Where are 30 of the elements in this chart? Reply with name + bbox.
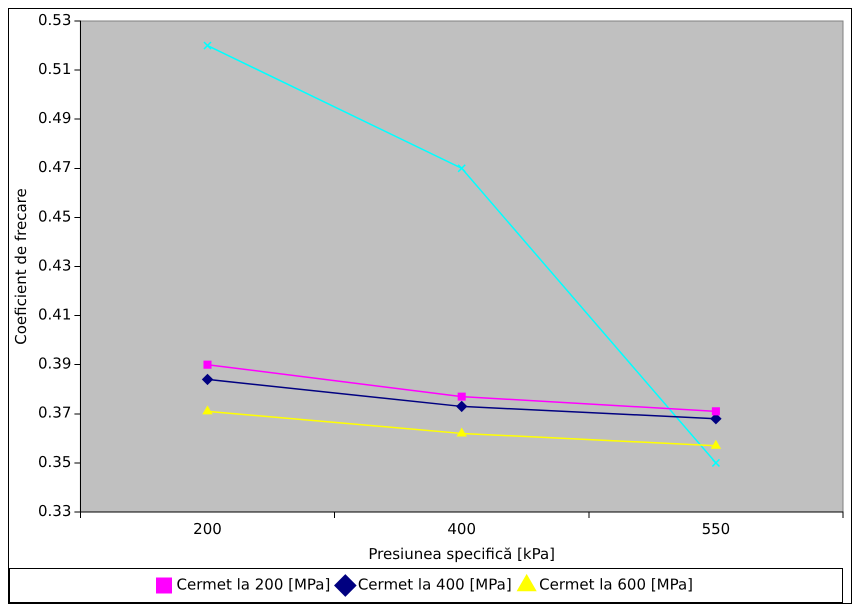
point: [202, 406, 212, 414]
legend-label: Cermet la 200 [MPa]: [176, 575, 330, 594]
point: [203, 360, 212, 369]
point: [457, 164, 466, 173]
legend-label: Cermet la 400 [MPa]: [358, 575, 512, 594]
y-tick-label: 0.39: [38, 354, 72, 373]
point: [456, 400, 468, 412]
y-tick-label: 0.51: [38, 60, 72, 78]
y-tick-label: 0.35: [38, 452, 72, 471]
y-axis-title: Coeficient de frecare: [12, 188, 30, 345]
point: [711, 440, 721, 449]
y-tick-label: 0.37: [38, 404, 72, 422]
x-tick-label: 400: [447, 520, 476, 538]
point: [456, 428, 467, 436]
x-axis-title: Presiunea specifică [kPa]: [368, 544, 556, 563]
y-tick-label: 0.53: [38, 10, 72, 29]
y-tick-label: 0.43: [38, 256, 72, 274]
x-tick-label: 200: [193, 520, 222, 538]
point: [458, 392, 466, 401]
y-tick-label: 0.33: [38, 502, 72, 520]
y-tick-label: 0.45: [38, 207, 72, 226]
point: [202, 374, 213, 385]
legend-label: Cermet la 600 [MPa]: [539, 575, 694, 594]
y-tick-label: 0.41: [38, 305, 72, 324]
point: [712, 458, 720, 468]
y-tick-label: 0.47: [38, 158, 72, 176]
point: [203, 41, 212, 50]
x-tick-label: 550: [702, 520, 730, 538]
y-tick-label: 0.49: [38, 109, 72, 128]
point: [712, 407, 720, 416]
